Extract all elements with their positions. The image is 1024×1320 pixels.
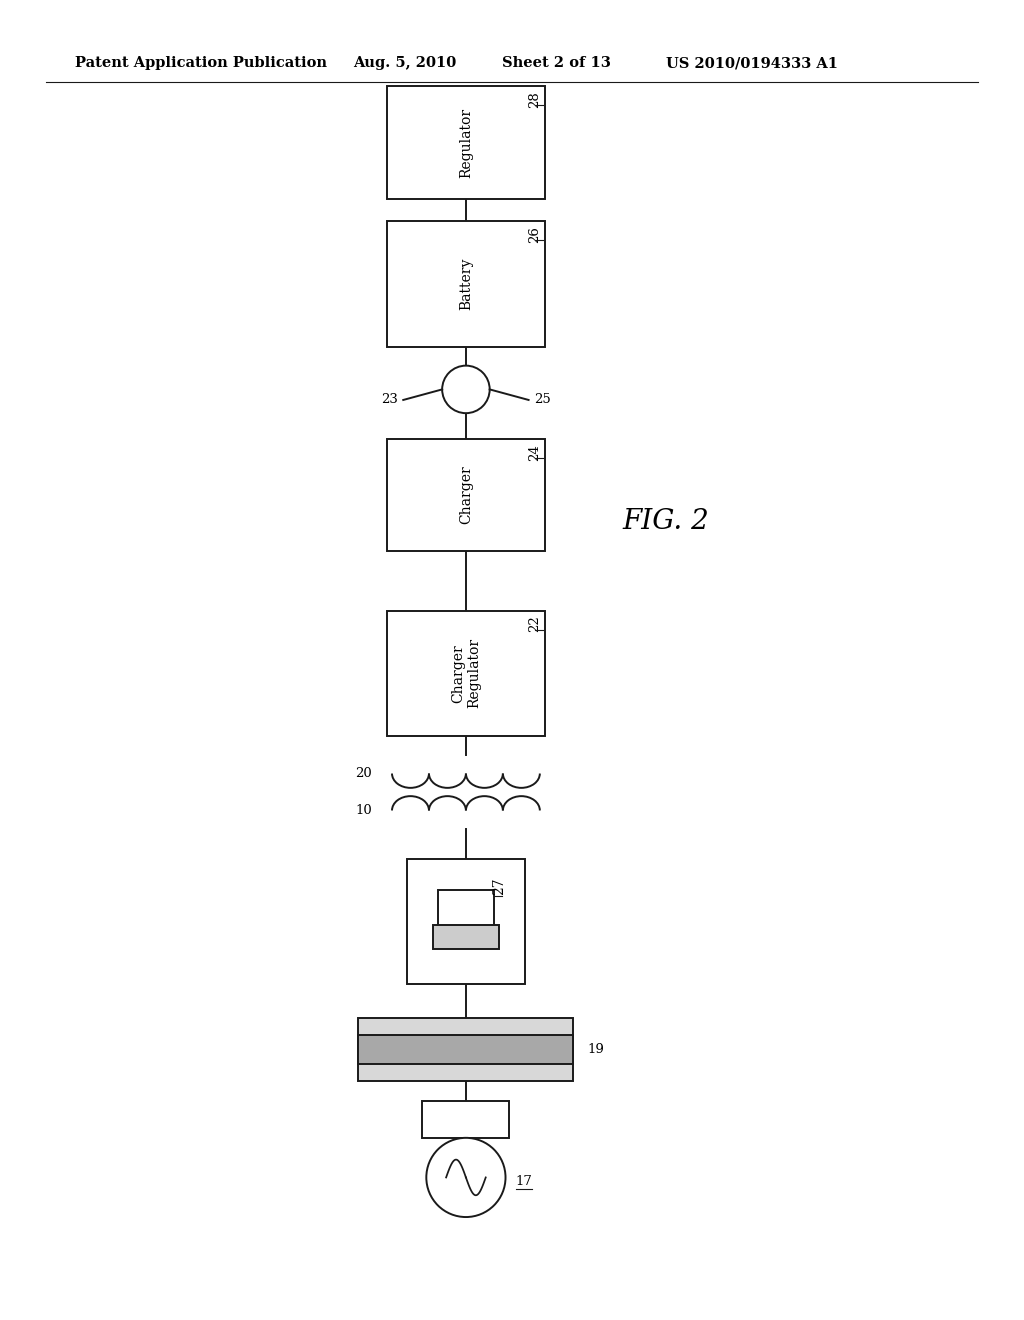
Bar xyxy=(358,1035,573,1064)
Text: 19: 19 xyxy=(588,1043,604,1056)
Text: FIG. 2: FIG. 2 xyxy=(623,508,709,535)
Text: Charger: Charger xyxy=(459,466,473,524)
Text: Charger
Regulator: Charger Regulator xyxy=(451,638,481,709)
Bar xyxy=(387,86,545,198)
Text: 27: 27 xyxy=(492,878,506,895)
Bar xyxy=(387,438,545,552)
Text: 28: 28 xyxy=(528,91,542,108)
Bar xyxy=(423,1101,510,1138)
Text: Battery: Battery xyxy=(459,257,473,310)
Text: 25: 25 xyxy=(535,393,551,407)
Text: 26: 26 xyxy=(528,226,542,243)
Bar xyxy=(387,220,545,346)
Text: Sheet 2 of 13: Sheet 2 of 13 xyxy=(502,57,610,70)
Text: Patent Application Publication: Patent Application Publication xyxy=(75,57,327,70)
Text: Regulator: Regulator xyxy=(459,107,473,178)
Text: 23: 23 xyxy=(381,393,397,407)
Text: 22: 22 xyxy=(528,615,542,632)
Bar xyxy=(432,925,500,949)
Text: US 2010/0194333 A1: US 2010/0194333 A1 xyxy=(666,57,838,70)
Text: 20: 20 xyxy=(355,767,372,780)
Circle shape xyxy=(426,1138,506,1217)
Text: 10: 10 xyxy=(355,804,372,817)
Bar xyxy=(438,890,494,932)
Bar xyxy=(387,611,545,737)
Bar xyxy=(358,1018,573,1081)
Text: 17: 17 xyxy=(515,1175,532,1188)
Text: 24: 24 xyxy=(528,444,542,461)
Circle shape xyxy=(442,366,489,413)
Text: Aug. 5, 2010: Aug. 5, 2010 xyxy=(353,57,457,70)
Bar xyxy=(408,858,525,983)
